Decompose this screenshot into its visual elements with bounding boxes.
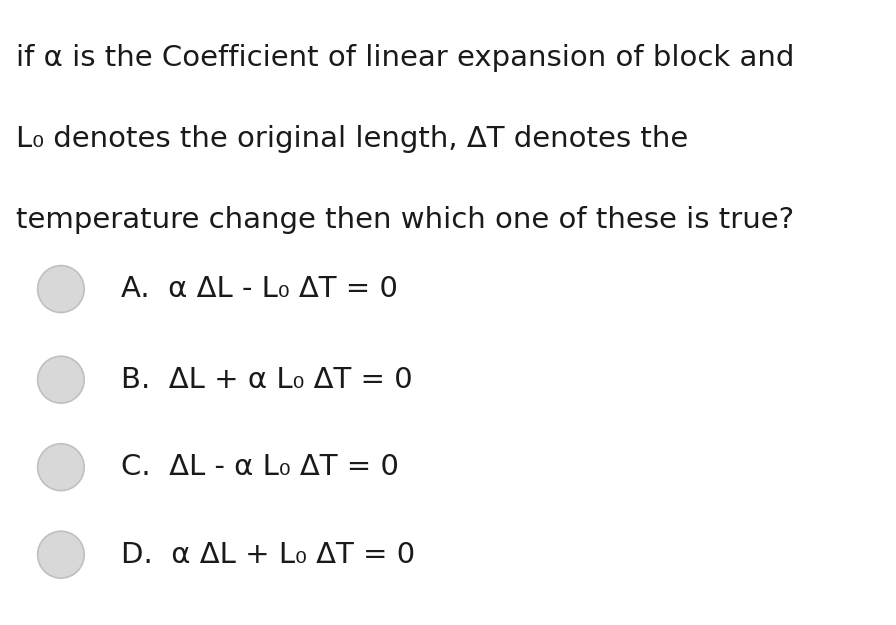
Text: temperature change then which one of these is true?: temperature change then which one of the… [16, 206, 794, 234]
Text: C.  ΔL - α L₀ ΔT = 0: C. ΔL - α L₀ ΔT = 0 [121, 453, 399, 481]
Text: D.  α ΔL + L₀ ΔT = 0: D. α ΔL + L₀ ΔT = 0 [121, 541, 415, 569]
Ellipse shape [38, 266, 84, 312]
Text: B.  ΔL + α L₀ ΔT = 0: B. ΔL + α L₀ ΔT = 0 [121, 366, 412, 394]
Ellipse shape [38, 444, 84, 491]
Ellipse shape [38, 356, 84, 403]
Ellipse shape [38, 531, 84, 578]
Text: A.  α ΔL - L₀ ΔT = 0: A. α ΔL - L₀ ΔT = 0 [121, 275, 398, 303]
Text: L₀ denotes the original length, ΔT denotes the: L₀ denotes the original length, ΔT denot… [16, 125, 688, 153]
Text: if α is the Coefficient of linear expansion of block and: if α is the Coefficient of linear expans… [16, 44, 795, 72]
